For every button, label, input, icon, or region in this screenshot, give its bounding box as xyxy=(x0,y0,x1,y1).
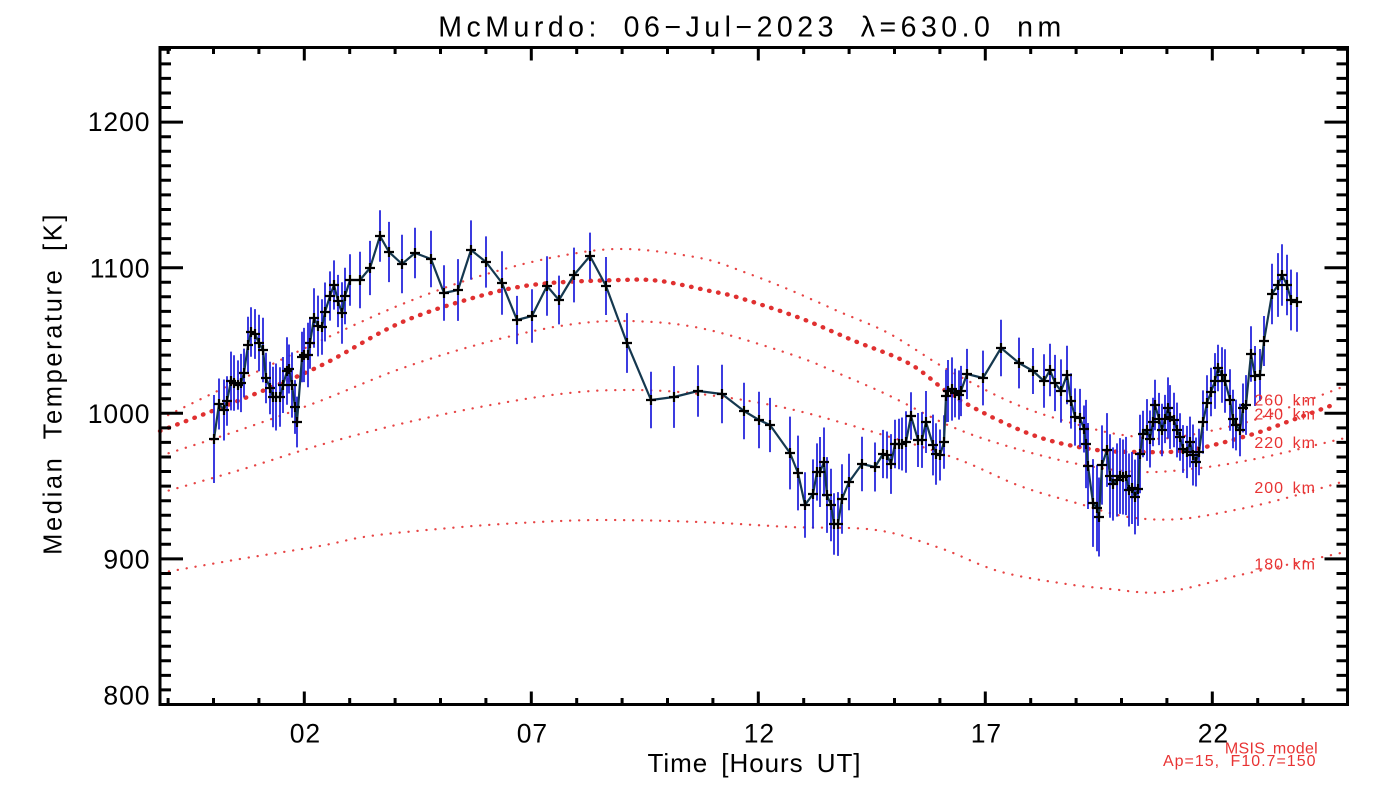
svg-text:17: 17 xyxy=(971,719,1002,749)
svg-text:Time [Hours UT]: Time [Hours UT] xyxy=(648,748,862,778)
svg-text:800: 800 xyxy=(103,681,150,711)
svg-text:1100: 1100 xyxy=(90,254,151,284)
svg-text:MSIS model: MSIS model xyxy=(1225,741,1318,758)
svg-text:1000: 1000 xyxy=(88,399,151,429)
svg-text:12: 12 xyxy=(744,719,775,749)
svg-text:260 km: 260 km xyxy=(1254,393,1316,410)
svg-text:Ap=15, F10.7=150: Ap=15, F10.7=150 xyxy=(1163,753,1317,770)
svg-text:22: 22 xyxy=(1198,719,1229,749)
svg-text:180 km: 180 km xyxy=(1254,557,1316,574)
svg-text:07: 07 xyxy=(517,719,548,749)
svg-text:220 km: 220 km xyxy=(1254,435,1316,452)
svg-text:200 km: 200 km xyxy=(1254,480,1316,497)
svg-text:1200: 1200 xyxy=(88,107,151,137)
svg-text:900: 900 xyxy=(103,545,150,575)
svg-text:02: 02 xyxy=(290,719,321,749)
svg-text:McMurdo: 06−Jul−2023 λ=630.0 n: McMurdo: 06−Jul−2023 λ=630.0 nm xyxy=(438,12,1065,44)
svg-text:Median Temperature [K]: Median Temperature [K] xyxy=(40,212,68,555)
svg-text:240 km: 240 km xyxy=(1254,407,1316,424)
